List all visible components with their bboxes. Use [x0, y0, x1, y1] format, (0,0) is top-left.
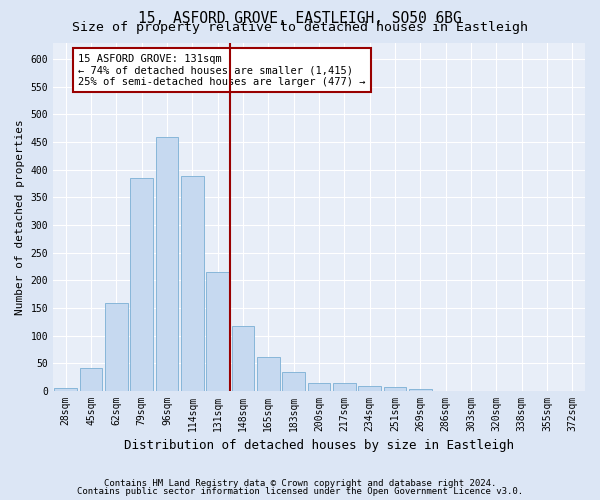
Bar [358, 386, 381, 391]
Bar [333, 383, 356, 391]
Y-axis label: Number of detached properties: Number of detached properties [15, 119, 25, 314]
Bar [409, 389, 432, 391]
Bar [257, 357, 280, 391]
Bar [80, 368, 103, 391]
Bar [383, 387, 406, 391]
Bar [232, 326, 254, 391]
Bar [434, 390, 457, 391]
Text: Contains public sector information licensed under the Open Government Licence v3: Contains public sector information licen… [77, 487, 523, 496]
Bar [130, 178, 153, 391]
Bar [155, 136, 178, 391]
Bar [282, 372, 305, 391]
Bar [181, 176, 204, 391]
Bar [308, 383, 331, 391]
Text: 15 ASFORD GROVE: 131sqm
← 74% of detached houses are smaller (1,415)
25% of semi: 15 ASFORD GROVE: 131sqm ← 74% of detache… [79, 54, 366, 87]
Text: Size of property relative to detached houses in Eastleigh: Size of property relative to detached ho… [72, 21, 528, 34]
Text: Contains HM Land Registry data © Crown copyright and database right 2024.: Contains HM Land Registry data © Crown c… [104, 478, 496, 488]
X-axis label: Distribution of detached houses by size in Eastleigh: Distribution of detached houses by size … [124, 440, 514, 452]
Bar [105, 302, 128, 391]
Text: 15, ASFORD GROVE, EASTLEIGH, SO50 6BG: 15, ASFORD GROVE, EASTLEIGH, SO50 6BG [138, 11, 462, 26]
Bar [206, 272, 229, 391]
Bar [55, 388, 77, 391]
